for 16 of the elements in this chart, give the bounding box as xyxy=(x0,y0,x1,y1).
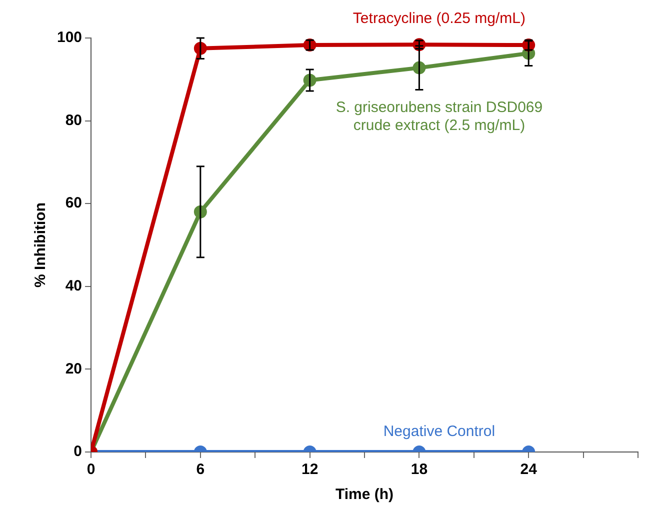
series-label: Negative Control xyxy=(383,423,496,440)
y-tick-label: 100 xyxy=(56,29,82,46)
x-tick-label: 24 xyxy=(520,461,538,478)
x-axis-title: Time (h) xyxy=(335,486,394,504)
x-tick-label: 6 xyxy=(196,461,205,478)
y-axis-title: % Inhibition xyxy=(32,202,50,288)
y-tick-label: 80 xyxy=(65,112,82,129)
y-tick-label: 20 xyxy=(65,360,82,378)
y-tick-label: 0 xyxy=(74,443,82,460)
x-tick-label: 0 xyxy=(86,461,96,478)
x-tick-label: 18 xyxy=(410,461,428,478)
y-tick-label: 40 xyxy=(65,278,82,295)
series-label: S. griseorubens strain DSD069 crude extract (2.5 mg/mL) xyxy=(336,98,543,134)
x-tick-label: 12 xyxy=(301,461,318,478)
series-label: Tetracycline (0.25 mg/mL) xyxy=(352,10,526,27)
y-tick-label: 60 xyxy=(65,194,82,212)
